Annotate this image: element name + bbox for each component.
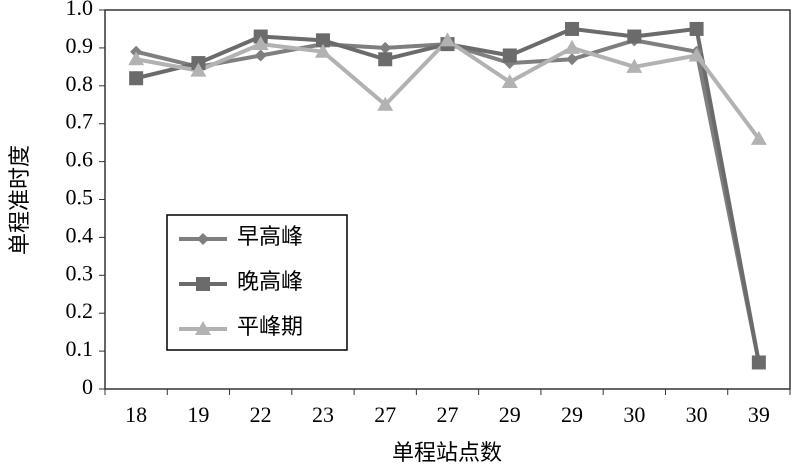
y-tick-label: 0.5 — [66, 185, 94, 210]
data-point — [379, 41, 392, 54]
y-tick-label: 0.1 — [66, 336, 94, 361]
y-tick-label: 0.4 — [66, 222, 94, 247]
y-axis-label: 单程准时度 — [7, 145, 32, 255]
data-point — [252, 36, 269, 51]
data-point — [439, 32, 456, 47]
data-point — [377, 96, 394, 111]
data-point — [502, 48, 517, 63]
y-tick-label: 0.7 — [66, 109, 94, 134]
data-point — [688, 47, 705, 62]
x-tick-label: 29 — [561, 402, 583, 427]
data-point — [190, 62, 207, 77]
data-point — [129, 71, 144, 86]
y-tick-label: 0.8 — [66, 71, 94, 96]
y-tick-label: 0 — [82, 374, 93, 399]
data-point — [565, 21, 580, 36]
data-point — [314, 43, 331, 58]
x-tick-label: 23 — [312, 402, 334, 427]
data-point — [315, 33, 330, 48]
data-point — [501, 74, 518, 89]
y-tick-label: 1.0 — [66, 0, 94, 20]
data-point — [128, 51, 145, 66]
x-tick-label: 22 — [250, 402, 272, 427]
legend-marker — [196, 277, 210, 291]
data-point — [627, 29, 642, 44]
data-point — [566, 53, 579, 66]
data-point — [254, 49, 267, 62]
legend-label: 早高峰 — [237, 224, 303, 249]
x-tick-label: 19 — [187, 402, 209, 427]
data-point — [689, 21, 704, 36]
x-tick-label: 29 — [499, 402, 521, 427]
series-line — [135, 37, 761, 141]
legend-label: 平峰期 — [237, 314, 303, 339]
legend-label: 晚高峰 — [237, 269, 303, 294]
data-point — [626, 58, 643, 73]
x-tick-label: 30 — [686, 402, 708, 427]
y-tick-label: 0.3 — [66, 260, 94, 285]
legend-marker — [197, 233, 209, 245]
y-tick-label: 0.6 — [66, 147, 94, 172]
legend-marker — [195, 321, 211, 335]
x-tick-label: 30 — [623, 402, 645, 427]
data-point — [750, 130, 767, 145]
data-point — [564, 39, 581, 54]
x-axis-label: 单程站点数 — [392, 440, 502, 465]
data-point — [378, 52, 393, 67]
x-tick-label: 27 — [374, 402, 396, 427]
x-tick-label: 27 — [437, 402, 459, 427]
x-tick-label: 39 — [748, 402, 770, 427]
y-tick-label: 0.9 — [66, 33, 94, 58]
x-tick-label: 18 — [125, 402, 147, 427]
data-point — [751, 355, 766, 370]
y-tick-label: 0.2 — [66, 298, 94, 323]
